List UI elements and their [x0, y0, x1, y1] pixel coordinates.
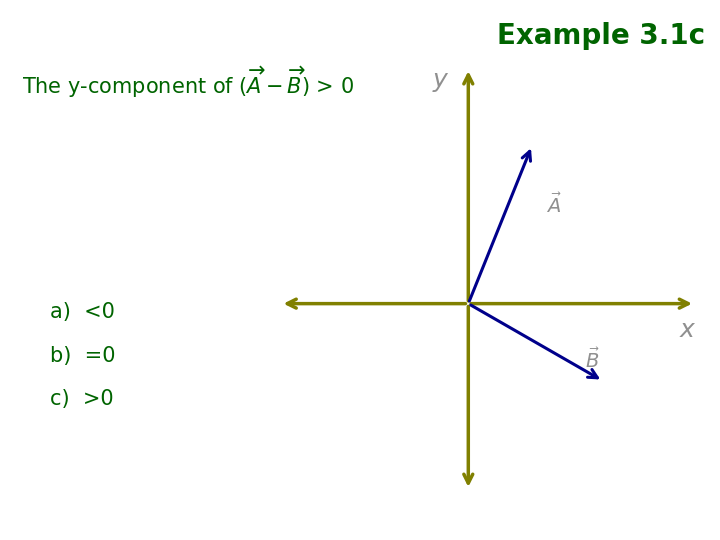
Text: c)  >0: c) >0 [50, 389, 114, 409]
Text: x: x [680, 318, 695, 342]
Text: Example 3.1c: Example 3.1c [498, 22, 706, 50]
Text: $\vec{B}$: $\vec{B}$ [585, 348, 600, 372]
Text: The y-component of $(\overrightarrow{A}-\overrightarrow{B})$ > 0: The y-component of $(\overrightarrow{A}-… [22, 65, 354, 100]
Text: a)  <0: a) <0 [50, 302, 115, 322]
Text: $\vec{A}$: $\vec{A}$ [546, 193, 562, 218]
Text: y: y [432, 69, 447, 92]
Text: b)  =0: b) =0 [50, 346, 116, 366]
